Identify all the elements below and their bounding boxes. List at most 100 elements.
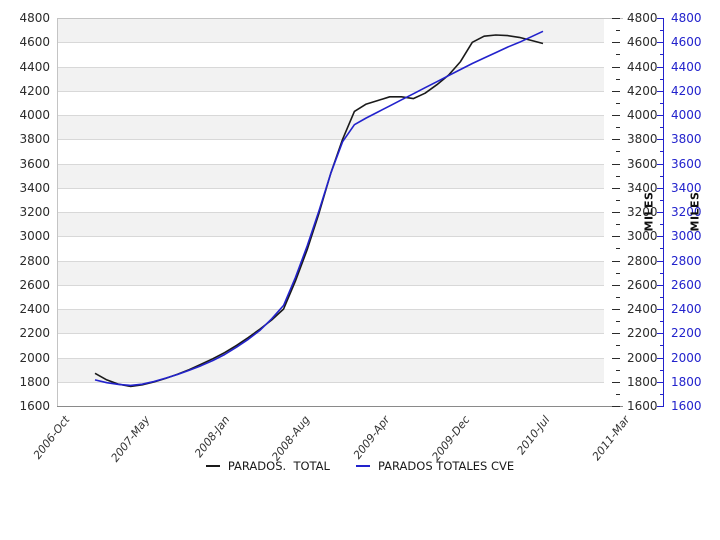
- y-tick-right-blue: [657, 260, 663, 262]
- y-tick-label-right-blue: 2200: [671, 326, 702, 341]
- legend-label: PARADOS TOTALES CVE: [377, 459, 515, 473]
- y-tick-right-blue: [660, 224, 663, 226]
- y-tick-right-blue: [657, 333, 663, 335]
- y-tick-label-right-black: 3000: [627, 229, 658, 244]
- y-tick-right-black: [616, 127, 620, 129]
- y-tick-right-black: [612, 163, 620, 165]
- y-tick-right-black: [616, 54, 620, 56]
- plot-band: [57, 260, 604, 285]
- y-tick-right-blue: [660, 272, 663, 274]
- plot-border-left: [57, 18, 58, 406]
- y-tick-right-blue: [660, 321, 663, 323]
- x-axis-line: [57, 406, 623, 407]
- plot-border-top: [57, 18, 623, 19]
- y-tick-label-left: 4800: [19, 11, 50, 25]
- y-tick-right-black: [616, 296, 620, 298]
- plot-band: [57, 66, 604, 91]
- legend-item-parados-total: PARADOS. TOTAL: [205, 459, 330, 473]
- gridline: [57, 42, 604, 44]
- y-tick-label-right-blue: 2600: [671, 277, 702, 292]
- y-tick-right-black: [616, 199, 620, 201]
- y-tick-right-blue: [657, 309, 663, 310]
- y-tick-right-blue: [657, 187, 663, 189]
- y-tick-right-blue: [660, 30, 663, 32]
- y-tick-label-left: 2200: [19, 326, 50, 341]
- gridline: [57, 333, 604, 335]
- gridline: [57, 357, 604, 359]
- y-tick-label-right-black: 3200: [627, 205, 658, 219]
- legend-item-parados-totales-cve: PARADOS TOTALES CVE: [355, 459, 515, 473]
- gridline: [57, 187, 604, 189]
- y-tick-label-left: 2800: [19, 253, 50, 268]
- y-tick-right-black: [616, 30, 620, 32]
- y-tick-label-right-black: 2400: [627, 302, 658, 316]
- y-tick-label-right-blue: 2000: [671, 350, 702, 365]
- y-tick-right-black: [616, 224, 620, 226]
- y-tick-right-blue: [657, 163, 663, 165]
- y-tick-right-black: [612, 406, 620, 407]
- y-tick-label-right-blue: 4400: [671, 59, 702, 74]
- y-tick-label-right-blue: 3400: [671, 180, 702, 195]
- y-tick-right-black: [612, 18, 620, 19]
- y-tick-right-black: [612, 42, 620, 44]
- y-tick-right-black: [616, 321, 620, 323]
- y-tick-label-left: 3400: [19, 180, 50, 195]
- y-tick-right-black: [616, 248, 620, 250]
- y-tick-label-right-blue: 4200: [671, 83, 702, 98]
- y-tick-right-blue: [660, 54, 663, 56]
- legend-line-swatch-blue: [355, 465, 370, 467]
- legend: PARADOS. TOTAL PARADOS TOTALES CVE: [0, 459, 720, 473]
- gridline: [57, 139, 604, 141]
- y-tick-label-left: 3600: [19, 156, 50, 171]
- y-tick-right-blue: [660, 151, 663, 153]
- y-tick-right-black: [612, 236, 620, 238]
- gridline: [57, 236, 604, 238]
- y-tick-right-blue: [657, 90, 663, 92]
- y-tick-right-blue: [660, 369, 663, 371]
- y-tick-right-black: [612, 260, 620, 262]
- y-tick-right-black: [616, 175, 620, 177]
- y-tick-right-blue: [660, 175, 663, 177]
- y-tick-right-black: [612, 139, 620, 141]
- y-tick-label-right-black: 2000: [627, 350, 658, 365]
- y-tick-label-left: 2600: [19, 277, 50, 292]
- y-axis-right-blue-spine: [663, 18, 664, 407]
- gridline: [57, 90, 604, 92]
- y-tick-right-black: [616, 369, 620, 371]
- y-tick-label-right-blue: 3200: [671, 205, 702, 219]
- y-tick-right-blue: [660, 345, 663, 347]
- y-tick-right-blue: [657, 18, 663, 19]
- y-tick-right-black: [616, 272, 620, 274]
- y-tick-right-blue: [660, 199, 663, 201]
- y-tick-label-right-black: 3400: [627, 180, 658, 195]
- y-tick-right-blue: [657, 42, 663, 44]
- y-tick-right-blue: [660, 102, 663, 104]
- y-tick-label-left: 3000: [19, 229, 50, 244]
- y-tick-label-right-black: 3800: [627, 132, 658, 147]
- y-tick-right-black: [612, 90, 620, 92]
- y-tick-label-right-blue: 3000: [671, 229, 702, 244]
- y-tick-right-black: [616, 78, 620, 80]
- y-tick-right-black: [612, 284, 620, 286]
- y-tick-label-left: 4400: [19, 59, 50, 74]
- gridline: [57, 309, 604, 310]
- plot-band: [57, 212, 604, 237]
- legend-line-swatch-black: [205, 465, 220, 467]
- y-tick-label-right-black: 1800: [627, 374, 658, 389]
- plot-band: [57, 115, 604, 140]
- gridline: [57, 260, 604, 262]
- y-tick-label-left: 2400: [19, 302, 50, 316]
- y-tick-right-black: [616, 151, 620, 153]
- y-tick-right-blue: [657, 66, 663, 68]
- y-tick-label-left: 3800: [19, 132, 50, 147]
- y-tick-label-right-blue: 3800: [671, 132, 702, 147]
- y-tick-right-blue: [660, 248, 663, 250]
- gridline: [57, 163, 604, 165]
- y-tick-right-black: [612, 309, 620, 310]
- y-tick-right-blue: [657, 236, 663, 238]
- y-tick-label-right-black: 4600: [627, 35, 658, 50]
- y-tick-label-right-black: 1600: [627, 399, 658, 413]
- gridline: [57, 381, 604, 383]
